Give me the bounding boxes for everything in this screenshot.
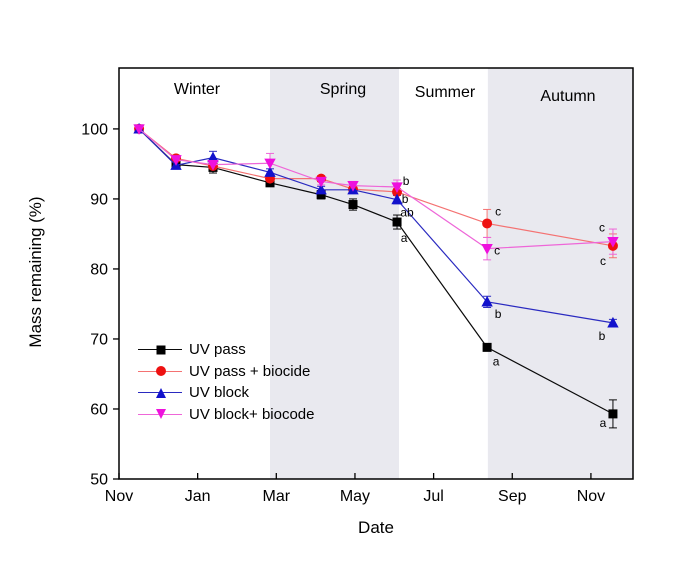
sig-letter: c (599, 221, 605, 235)
legend-item-uv-block: UV block (138, 382, 315, 404)
season-label-summer: Summer (414, 84, 476, 101)
legend-item-uv-pass: UV pass (138, 339, 315, 361)
square-marker-icon (156, 345, 166, 355)
x-tick-label: May (340, 488, 370, 505)
y-tick-label: 80 (90, 261, 108, 278)
x-tick-label: Nov (105, 488, 133, 505)
legend-label-uv-pass-biocide: UV pass + biocide (189, 362, 311, 380)
marker-triangle-down (347, 181, 359, 192)
season-label-autumn: Autumn (540, 88, 596, 105)
marker-triangle-up (391, 193, 403, 205)
sig-letter: b (495, 307, 502, 321)
marker-circle (482, 218, 493, 229)
sig-letter: a (401, 231, 408, 245)
marker-triangle-up (481, 295, 493, 307)
legend-label-uv-pass: UV pass (189, 341, 246, 359)
x-tick-label: Nov (577, 488, 605, 505)
triangle-down-marker-icon (156, 409, 166, 420)
legend-symbol-uv-pass-biocide (138, 364, 184, 378)
marker-triangle-up (264, 166, 276, 177)
marker-triangle-down (315, 176, 327, 188)
y-tick-label: 100 (81, 121, 108, 138)
sig-letter: c (600, 254, 606, 268)
season-band-0 (270, 68, 400, 479)
x-axis-title: Date (358, 518, 394, 537)
marker-triangle-down (391, 182, 403, 194)
y-tick-label: 50 (90, 472, 108, 489)
marker-square (348, 200, 358, 210)
sig-letter: b (599, 329, 606, 343)
season-label-winter: Winter (173, 81, 221, 98)
series-uv-block-biocode (133, 124, 619, 255)
legend-label-uv-block-biocode: UV block+ biocode (189, 405, 315, 423)
y-axis-title: Mass remaining (%) (26, 196, 45, 348)
legend-item-uv-block-biocode: UV block+ biocode (138, 404, 315, 426)
season-label-spring: Spring (319, 81, 367, 98)
season-bands (270, 68, 633, 479)
marker-triangle-down (207, 160, 219, 171)
x-tick-label: Jul (423, 488, 443, 505)
triangle-up-marker-icon (156, 387, 166, 398)
marker-square (482, 342, 492, 352)
marker-triangle-down (133, 124, 145, 135)
y-tick-label: 70 (90, 331, 108, 348)
series-uv-block (133, 122, 619, 328)
legend-symbol-uv-block (138, 386, 184, 400)
sig-letter: a (600, 416, 607, 430)
marker-square (608, 409, 618, 419)
circle-marker-icon (156, 366, 166, 377)
legend-item-uv-pass-biocide: UV pass + biocide (138, 361, 315, 383)
plot-border (118, 67, 634, 480)
legend-symbol-uv-pass (138, 343, 184, 357)
y-tick-label: 60 (90, 401, 108, 418)
sig-letter: c (494, 244, 500, 258)
sig-letter: b (403, 174, 410, 188)
marker-triangle-down (607, 237, 619, 248)
sig-letter: c (495, 204, 501, 218)
sig-letter: a (493, 354, 500, 368)
x-axis-ticks: Nov Jan Mar May Jul Sep Nov (105, 473, 605, 505)
marker-triangle-down (481, 244, 493, 255)
marker-square (392, 217, 402, 227)
legend-label-uv-block: UV block (189, 384, 250, 402)
marker-triangle-down (170, 155, 182, 166)
y-axis-ticks: 100 90 80 70 60 50 (81, 121, 119, 489)
marker-square (316, 190, 326, 200)
x-tick-label: Mar (263, 488, 291, 505)
legend: UV pass UV pass + biocide UV block UV block… (138, 339, 315, 425)
sig-letter: ab (400, 206, 414, 220)
marker-triangle-up (315, 183, 327, 195)
marker-triangle-up (607, 316, 619, 328)
x-tick-label: Jan (185, 488, 211, 505)
legend-symbol-uv-block-biocode (138, 407, 184, 421)
y-tick-label: 90 (90, 191, 108, 208)
marker-triangle-up (207, 151, 219, 163)
sig-letter: b (402, 192, 409, 206)
marker-triangle-down (264, 158, 276, 170)
x-tick-label: Sep (498, 488, 527, 505)
